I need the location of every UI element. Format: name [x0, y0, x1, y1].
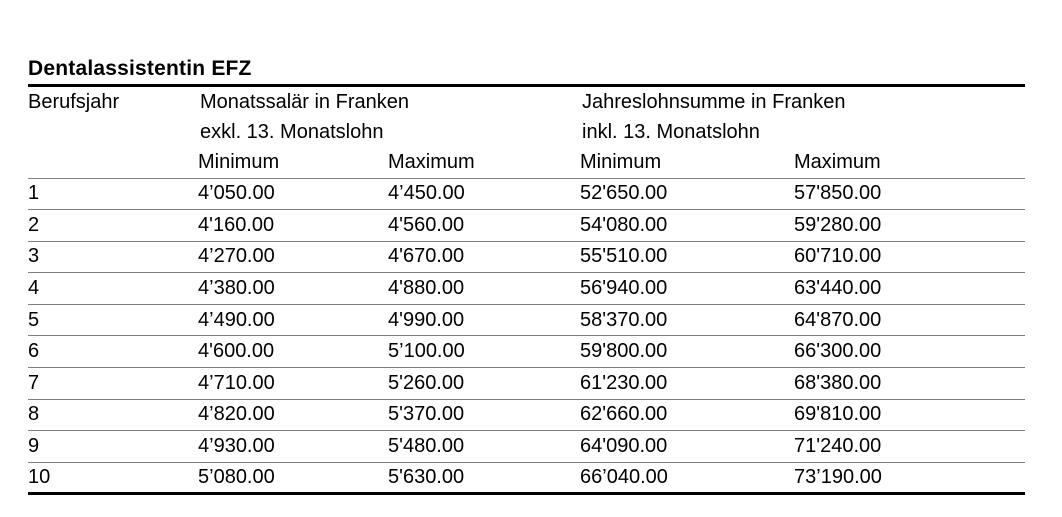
table-row: 5 4’490.00 4'990.00 58'370.00 64'870.00	[28, 304, 1026, 336]
group-header-monatssalaer-line1: Monatssalär in Franken	[200, 91, 409, 113]
cell-jahr-min: 62'660.00	[580, 403, 668, 426]
cell-monat-max: 4’450.00	[388, 182, 465, 205]
cell-jahr-min: 52'650.00	[580, 182, 668, 205]
cell-jahr-max: 63'440.00	[794, 277, 882, 300]
cell-berufsjahr: 6	[28, 340, 40, 363]
sub-header-jahr-maximum: Maximum	[794, 150, 881, 173]
cell-monat-min: 4'160.00	[198, 213, 275, 236]
cell-monat-min: 4’050.00	[198, 182, 275, 205]
table-row: 7 4’710.00 5'260.00 61'230.00 68'380.00	[28, 367, 1026, 400]
table-header: Berufsjahr Monatssalär in Franken exkl. …	[28, 87, 1025, 178]
sub-header-monat-minimum: Minimum	[198, 150, 280, 173]
table-body: 1 4’050.00 4’450.00 52'650.00 57'850.00 …	[28, 178, 1026, 494]
col-header-berufsjahr: Berufsjahr	[28, 87, 198, 178]
cell-berufsjahr: 4	[28, 277, 40, 300]
cell-berufsjahr: 8	[28, 403, 40, 426]
cell-monat-min: 4’490.00	[198, 308, 275, 331]
cell-jahr-max: 66'300.00	[794, 340, 882, 363]
group-header-jahreslohnsumme-line1: Jahreslohnsumme in Franken	[582, 91, 846, 113]
cell-berufsjahr: 1	[28, 182, 40, 205]
cell-monat-max: 5'370.00	[388, 403, 465, 426]
cell-jahr-min: 58'370.00	[580, 308, 668, 331]
cell-jahr-min: 61'230.00	[580, 371, 668, 394]
table-row: 9 4’930.00 5'480.00 64'090.00 71'240.00	[28, 430, 1026, 463]
cell-jahr-min: 66’040.00	[580, 466, 668, 489]
group-header-monatssalaer-line2: exkl. 13. Monatslohn	[200, 121, 384, 143]
cell-monat-max: 4'990.00	[388, 308, 465, 331]
table-row: 8 4’820.00 5'370.00 62'660.00 69'810.00	[28, 399, 1026, 431]
cell-jahr-min: 59'800.00	[580, 340, 668, 363]
col-header-berufsjahr-label: Berufsjahr	[28, 91, 120, 113]
cell-jahr-max: 57'850.00	[794, 182, 882, 205]
cell-monat-max: 4'560.00	[388, 213, 465, 236]
cell-jahr-max: 71'240.00	[794, 435, 882, 458]
cell-berufsjahr: 2	[28, 213, 40, 236]
cell-monat-min: 4'600.00	[198, 340, 275, 363]
group-header-jahreslohnsumme-line2: inkl. 13. Monatslohn	[582, 121, 760, 143]
cell-jahr-max: 73’190.00	[794, 466, 882, 489]
cell-jahr-min: 56'940.00	[580, 277, 668, 300]
cell-berufsjahr: 7	[28, 371, 40, 394]
table-row: 1 4’050.00 4’450.00 52'650.00 57'850.00	[28, 178, 1026, 210]
cell-monat-min: 4’820.00	[198, 403, 275, 426]
table-row: 6 4'600.00 5’100.00 59'800.00 66'300.00	[28, 335, 1026, 368]
cell-monat-min: 4’710.00	[198, 371, 275, 394]
cell-jahr-max: 69'810.00	[794, 403, 882, 426]
cell-berufsjahr: 3	[28, 245, 40, 268]
table-row: 3 4’270.00 4'670.00 55'510.00 60'710.00	[28, 241, 1026, 273]
cell-monat-max: 4'670.00	[388, 245, 465, 268]
table-row: 10 5’080.00 5'630.00 66’040.00 73’190.00	[28, 462, 1026, 494]
cell-jahr-min: 54'080.00	[580, 213, 668, 236]
table-row: 4 4’380.00 4'880.00 56'940.00 63'440.00	[28, 272, 1026, 305]
page-title: Dentalassistentin EFZ	[28, 56, 1025, 87]
cell-jahr-min: 64'090.00	[580, 435, 668, 458]
cell-monat-max: 5’100.00	[388, 340, 465, 363]
salary-sheet: Dentalassistentin EFZ Berufsjahr Monatss…	[28, 56, 1026, 496]
cell-monat-max: 4'880.00	[388, 277, 465, 300]
group-header-monatssalaer: Monatssalär in Franken exkl. 13. Monatsl…	[198, 87, 580, 147]
cell-jahr-max: 59'280.00	[794, 213, 882, 236]
table-row: 2 4'160.00 4'560.00 54'080.00 59'280.00	[28, 209, 1026, 242]
cell-berufsjahr: 5	[28, 308, 40, 331]
cell-monat-max: 5'630.00	[388, 466, 465, 489]
cell-jahr-min: 55'510.00	[580, 245, 668, 268]
cell-jahr-max: 68'380.00	[794, 371, 882, 394]
sub-header-row: Minimum Maximum Minimum Maximum	[28, 147, 1025, 178]
cell-monat-min: 4’270.00	[198, 245, 275, 268]
cell-monat-min: 4’380.00	[198, 277, 275, 300]
sub-header-jahr-minimum: Minimum	[580, 150, 662, 173]
cell-jahr-max: 60'710.00	[794, 245, 882, 268]
cell-monat-min: 5’080.00	[198, 466, 275, 489]
cell-monat-max: 5'480.00	[388, 435, 465, 458]
group-header-row: Berufsjahr Monatssalär in Franken exkl. …	[28, 87, 1025, 147]
cell-monat-max: 5'260.00	[388, 371, 465, 394]
cell-jahr-max: 64'870.00	[794, 308, 882, 331]
cell-berufsjahr: 9	[28, 435, 40, 458]
salary-table: Berufsjahr Monatssalär in Franken exkl. …	[28, 87, 1026, 496]
sub-header-monat-maximum: Maximum	[388, 150, 475, 173]
cell-berufsjahr: 10	[28, 466, 51, 489]
cell-monat-min: 4’930.00	[198, 435, 275, 458]
group-header-jahreslohnsumme: Jahreslohnsumme in Franken inkl. 13. Mon…	[580, 87, 1025, 147]
